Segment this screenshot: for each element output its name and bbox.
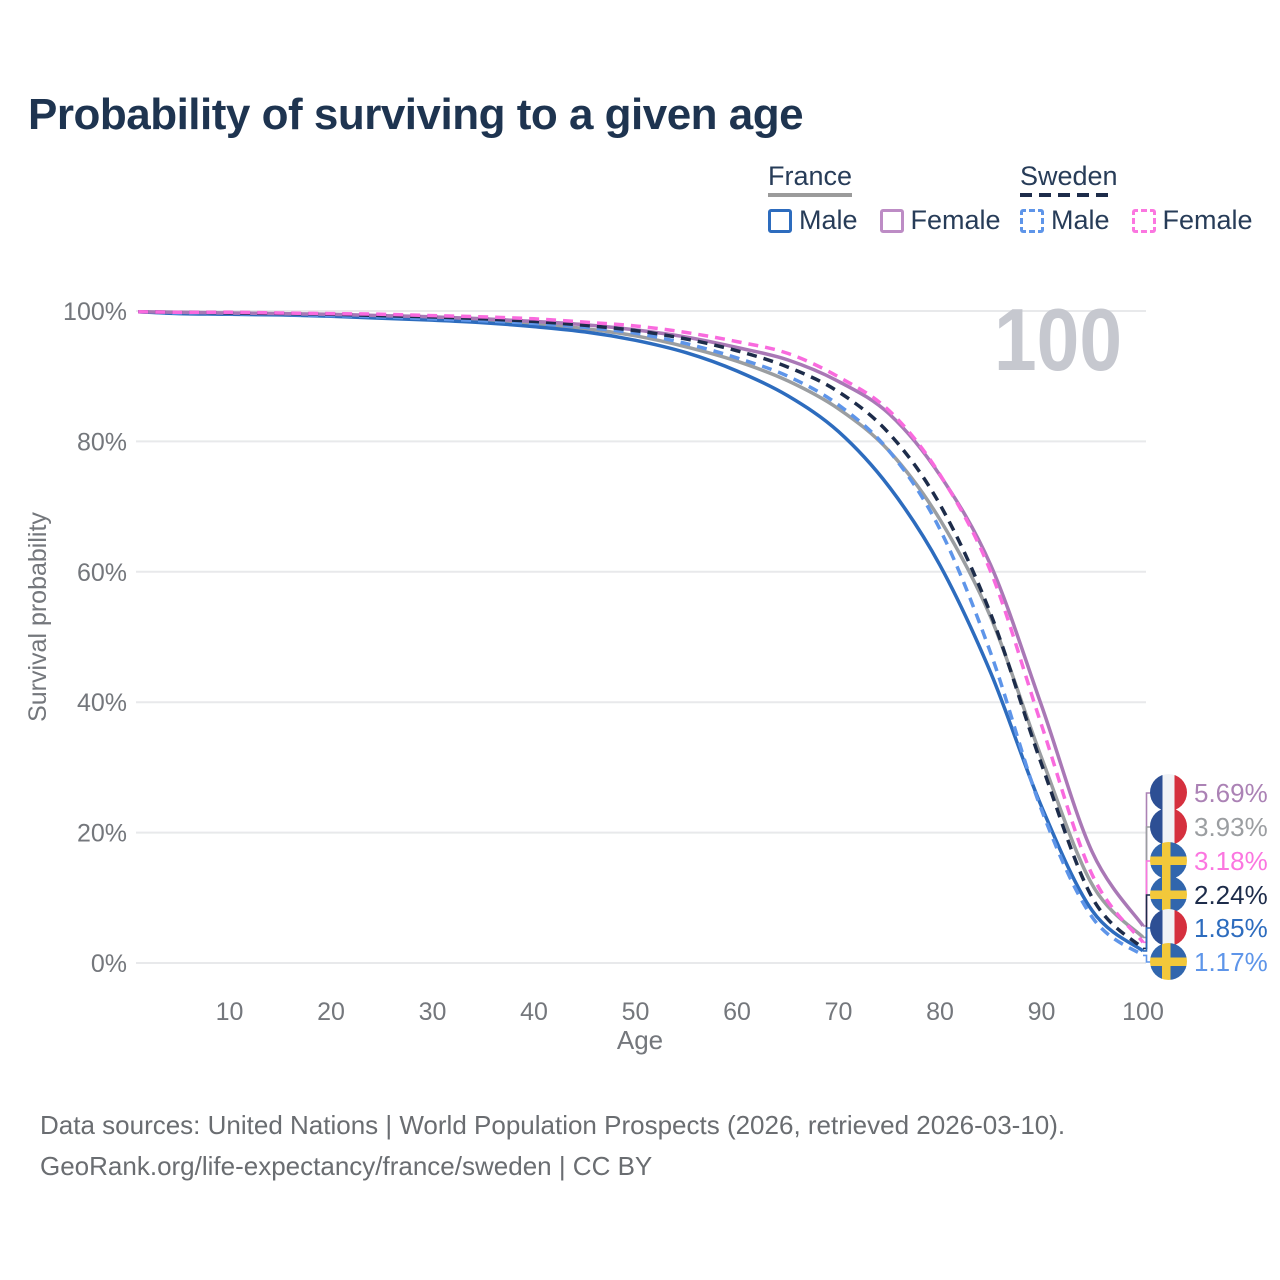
end-label-value: 1.17% — [1194, 946, 1268, 977]
end-label-value: 5.69% — [1194, 777, 1268, 808]
x-tick-label: 80 — [926, 998, 954, 1026]
sweden-flag-icon — [1150, 943, 1187, 980]
x-tick-label: 50 — [622, 998, 650, 1026]
page-title: Probability of surviving to a given age — [28, 90, 804, 139]
x-tick-label: 100 — [1122, 998, 1164, 1026]
legend-france-male[interactable]: Male — [768, 205, 858, 236]
y-tick-label: 0% — [91, 950, 127, 978]
end-label-row-france-female: 5.69% — [1150, 774, 1268, 811]
x-tick-label: 90 — [1028, 998, 1056, 1026]
checkbox-france-male[interactable] — [768, 208, 792, 233]
watermark-age-100: 100 — [994, 290, 1122, 389]
x-tick-label: 70 — [825, 998, 853, 1026]
footer-url-line: GeoRank.org/life-expectancy/france/swede… — [40, 1151, 653, 1181]
legend-france-male-label: Male — [799, 205, 858, 235]
legend-group-sweden: Sweden Male Female — [1020, 162, 1253, 236]
legend-sweden-male[interactable]: Male — [1020, 205, 1110, 236]
y-tick-label: 40% — [77, 689, 127, 717]
leader-line — [1143, 954, 1151, 963]
end-label-value: 2.24% — [1194, 879, 1268, 910]
end-label-row-france-male: 1.85% — [1150, 909, 1268, 946]
y-axis-title: Survival probability — [24, 512, 52, 722]
sweden-line-style-swatch — [1020, 193, 1114, 197]
france-flag-icon — [1150, 774, 1187, 811]
end-label-row-sweden-total: 2.24% — [1150, 876, 1268, 913]
france-line-style-swatch — [768, 193, 852, 197]
end-label-value: 3.18% — [1194, 845, 1268, 876]
sweden-flag-icon — [1150, 842, 1187, 879]
series-line-france-male[interactable] — [138, 309, 1145, 953]
leader-line — [1143, 927, 1151, 952]
x-tick-label: 20 — [317, 998, 345, 1026]
y-tick-label: 80% — [77, 428, 127, 456]
checkbox-sweden-male[interactable] — [1020, 208, 1044, 233]
series-line-france-both-sexes[interactable] — [138, 309, 1145, 939]
france-flag-icon — [1150, 808, 1187, 845]
x-tick-label: 60 — [723, 998, 751, 1026]
x-tick-label: 40 — [520, 998, 548, 1026]
checkbox-sweden-female[interactable] — [1131, 208, 1156, 233]
legend-france-header[interactable]: France — [768, 162, 1001, 197]
y-tick-label: 20% — [77, 820, 127, 848]
legend-sweden-header[interactable]: Sweden — [1020, 162, 1253, 197]
legend-sweden-female[interactable]: Female — [1131, 205, 1253, 236]
end-label-value: 3.93% — [1194, 811, 1268, 842]
end-label-row-france-total: 3.93% — [1150, 808, 1268, 845]
x-tick-label: 30 — [419, 998, 447, 1026]
france-flag-icon — [1150, 909, 1187, 946]
sweden-flag-icon — [1150, 876, 1187, 913]
checkbox-france-female[interactable] — [879, 208, 904, 233]
end-label-value: 1.85% — [1194, 912, 1268, 943]
legend-sweden-female-label: Female — [1162, 205, 1253, 235]
legend-group-france: France Male Female — [768, 162, 1001, 236]
series-line-sweden-female[interactable] — [138, 309, 1145, 944]
y-tick-label: 60% — [77, 559, 127, 587]
legend-france-female[interactable]: Female — [879, 205, 1001, 236]
series-line-sweden-male[interactable] — [138, 309, 1145, 957]
series-line-sweden-both-sexes[interactable] — [138, 309, 1145, 950]
end-label-row-sweden-female: 3.18% — [1150, 842, 1268, 879]
footer-sources-line: Data sources: United Nations | World Pop… — [40, 1110, 1066, 1140]
legend-france-female-label: Female — [910, 205, 1001, 235]
end-label-row-sweden-male: 1.17% — [1150, 943, 1268, 980]
footer: Data sources: United Nations | World Pop… — [40, 1105, 1065, 1187]
leader-line — [1143, 894, 1151, 950]
legend-sweden-male-label: Male — [1051, 205, 1110, 235]
x-tick-label: 10 — [216, 998, 244, 1026]
legend-sweden-label[interactable]: Sweden — [1020, 161, 1118, 191]
legend-france-label[interactable]: France — [768, 161, 853, 191]
x-axis-title: Age — [617, 1025, 663, 1055]
y-tick-label: 100% — [63, 298, 127, 326]
